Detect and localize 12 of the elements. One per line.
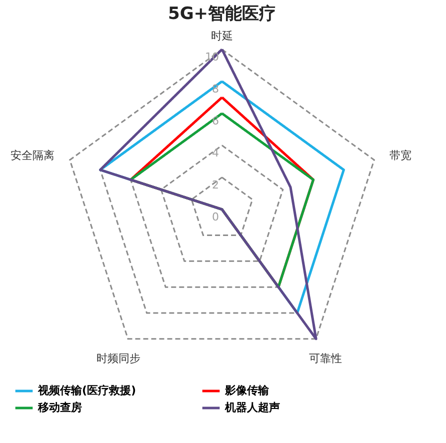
spoke-label: 时延 xyxy=(211,30,233,43)
legend-label: 机器人超声 xyxy=(224,401,280,414)
y-tick-label: 0 xyxy=(212,210,219,224)
spoke-label: 时频同步 xyxy=(96,352,141,365)
chart-title: 5G+智能医疗 xyxy=(168,4,276,24)
y-tick-label: 4 xyxy=(212,146,219,160)
spoke-label: 安全隔离 xyxy=(10,149,55,162)
legend-label: 影像传输 xyxy=(224,384,270,397)
legend-label: 视频传输(医疗救援) xyxy=(37,384,136,397)
spoke-label: 带宽 xyxy=(389,149,412,162)
spoke-label: 可靠性 xyxy=(308,352,342,365)
legend-label: 移动查房 xyxy=(37,401,82,414)
